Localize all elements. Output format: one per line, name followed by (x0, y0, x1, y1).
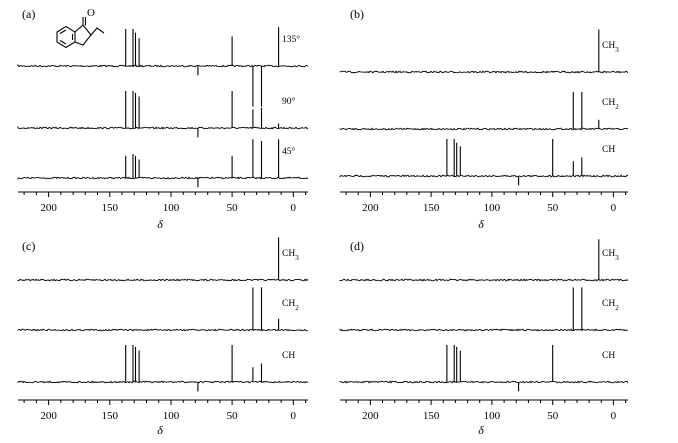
x-axis-label: δ (157, 217, 163, 231)
panel-label: (c) (22, 239, 35, 253)
panel-d: (d) CH3 CH2 CH 200 150 100 50 0 δ (339, 239, 629, 437)
panel-b: (b) CH3 CH2 CH 200 150 100 50 0 δ (339, 7, 629, 231)
baseline (339, 328, 629, 332)
panel-a: (a) 135° 90° 45° 200 150 100 50 0 δ O (17, 7, 309, 231)
x-axis-label: δ (478, 423, 484, 437)
trace-label: CH3 (602, 249, 619, 262)
x-axis-label: δ (478, 217, 484, 231)
trace-label: CH (602, 351, 615, 361)
baseline (17, 63, 309, 68)
trace-45: 45° (17, 139, 309, 188)
baseline (339, 174, 629, 178)
tick-label: 50 (547, 410, 559, 422)
baseline (339, 380, 629, 384)
trace-ch2: CH2 (17, 287, 309, 332)
baseline (17, 278, 309, 282)
tick-label: 200 (40, 202, 57, 214)
tick-label: 200 (362, 410, 379, 422)
baseline (339, 70, 629, 74)
oxygen-atom-icon: O (87, 7, 95, 19)
trace-label: 45° (282, 146, 296, 157)
trace-ch3: CH3 (339, 239, 629, 282)
baseline (17, 380, 309, 384)
baseline (339, 278, 629, 282)
trace-label: CH3 (602, 41, 619, 54)
panel-label: (b) (350, 7, 364, 21)
trace-135: 135° (17, 27, 309, 107)
trace-label: CH2 (602, 299, 619, 312)
trace-ch2: CH2 (339, 287, 629, 332)
tick-label: 100 (163, 202, 180, 214)
trace-ch: CH (17, 345, 309, 392)
panel-c: (c) CH3 CH2 CH 200 150 100 50 0 δ (17, 237, 309, 437)
molecule-structure-icon (56, 17, 105, 49)
tick-label: 0 (291, 410, 297, 422)
trace-ch3: CH3 (339, 29, 629, 74)
trace-label: CH2 (282, 299, 299, 312)
tick-label: 0 (291, 202, 297, 214)
tick-label: 100 (163, 410, 180, 422)
panel-label: (a) (22, 7, 35, 21)
baseline (339, 127, 629, 131)
panel-label: (d) (350, 239, 364, 253)
tick-label: 50 (227, 202, 239, 214)
trace-label: CH (282, 351, 295, 361)
trace-ch: CH (339, 345, 629, 392)
tick-label: 150 (102, 202, 119, 214)
trace-ch: CH (339, 139, 629, 186)
tick-label: 0 (611, 410, 617, 422)
trace-label: CH (602, 145, 615, 155)
baseline (17, 328, 309, 332)
baseline (17, 176, 309, 180)
tick-label: 200 (362, 202, 379, 214)
trace-label: CH3 (282, 249, 299, 262)
trace-label: 135° (282, 34, 300, 45)
x-axis-label: δ (157, 423, 163, 437)
tick-label: 100 (484, 410, 501, 422)
tick-label: 0 (611, 202, 617, 214)
tick-label: 50 (547, 202, 559, 214)
tick-label: 150 (102, 410, 119, 422)
tick-label: 50 (227, 410, 239, 422)
trace-label: CH2 (602, 98, 619, 111)
tick-label: 100 (484, 202, 501, 214)
baseline (17, 126, 309, 130)
tick-label: 150 (423, 410, 440, 422)
trace-ch3: CH3 (17, 237, 309, 282)
tick-label: 150 (423, 202, 440, 214)
tick-label: 200 (40, 410, 57, 422)
trace-label: 90° (282, 96, 296, 107)
trace-90: 90° (17, 91, 309, 138)
trace-ch2: CH2 (339, 92, 629, 131)
